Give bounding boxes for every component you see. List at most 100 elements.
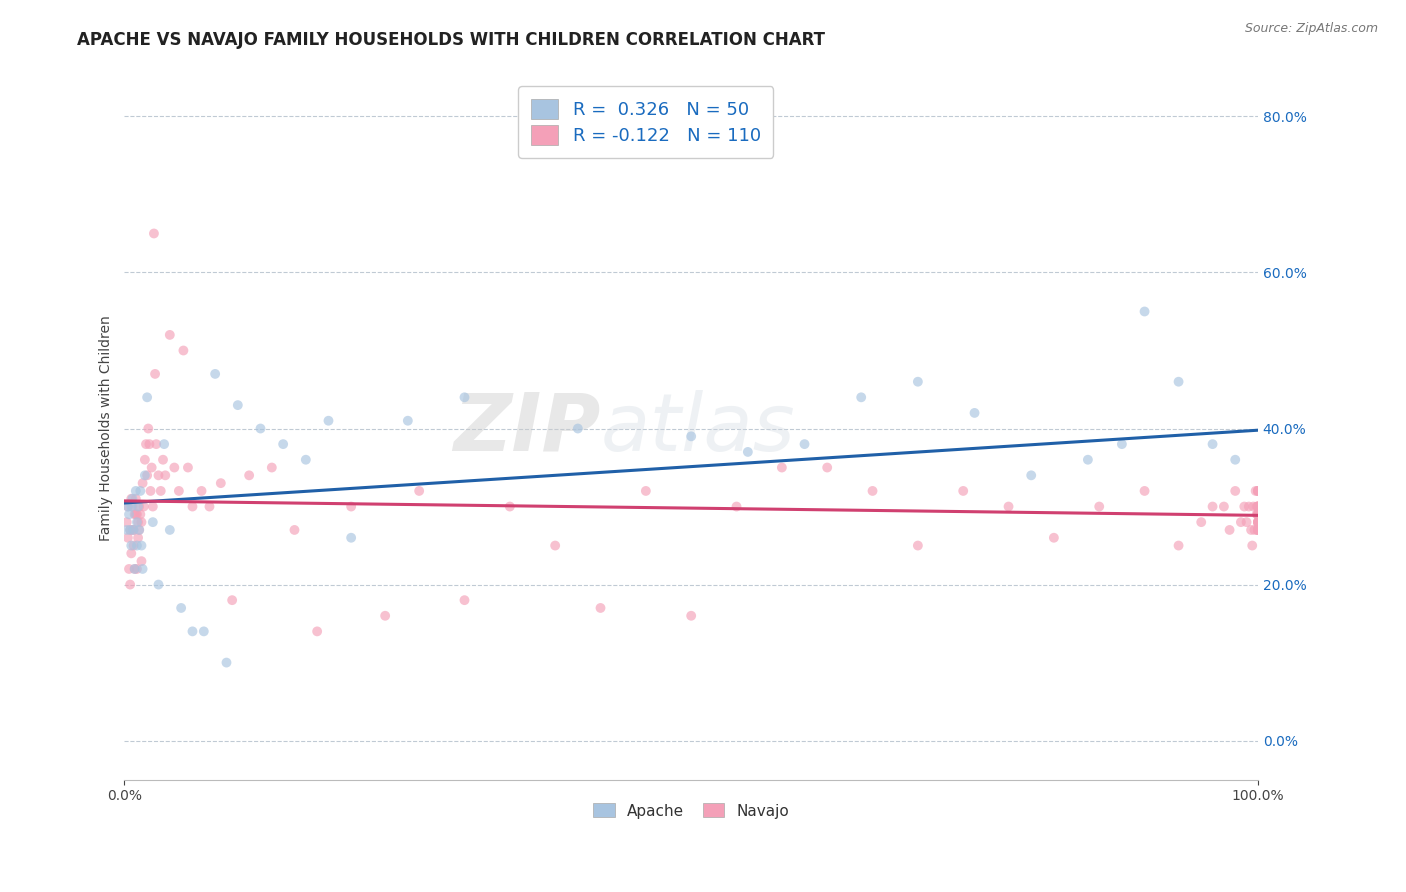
Point [1247, 515, 1270, 529]
Point [1240, 523, 1263, 537]
Point [120, 577, 142, 591]
Point [121, 523, 143, 537]
Point [124, 562, 146, 576]
Point [131, 554, 153, 568]
Point [1246, 508, 1268, 522]
Point [131, 515, 153, 529]
Point [141, 460, 163, 475]
Point [589, 601, 612, 615]
Point [1043, 531, 1066, 545]
Point [1201, 437, 1223, 451]
Point [1247, 500, 1270, 514]
Point [907, 375, 929, 389]
Point [118, 508, 141, 522]
Point [142, 515, 165, 529]
Point [121, 491, 143, 506]
Point [997, 500, 1019, 514]
Point [120, 523, 142, 537]
Point [142, 500, 165, 514]
Point [181, 500, 204, 514]
Point [134, 468, 156, 483]
Point [271, 437, 294, 451]
Point [124, 508, 146, 522]
Point [1243, 523, 1265, 537]
Point [125, 508, 148, 522]
Point [170, 601, 193, 615]
Point [120, 539, 142, 553]
Point [1225, 452, 1247, 467]
Point [862, 483, 884, 498]
Point [1247, 523, 1270, 537]
Point [770, 460, 793, 475]
Point [226, 398, 249, 412]
Point [1241, 500, 1264, 514]
Point [1237, 500, 1260, 514]
Point [172, 343, 194, 358]
Point [131, 539, 153, 553]
Point [125, 539, 148, 553]
Point [124, 562, 146, 576]
Point [149, 483, 172, 498]
Point [340, 531, 363, 545]
Point [127, 515, 149, 529]
Point [148, 468, 170, 483]
Point [1225, 483, 1247, 498]
Point [1247, 483, 1270, 498]
Point [307, 624, 329, 639]
Point [1247, 500, 1270, 514]
Point [125, 508, 148, 522]
Point [851, 390, 873, 404]
Point [499, 500, 522, 514]
Point [128, 523, 150, 537]
Point [1111, 437, 1133, 451]
Point [1167, 375, 1189, 389]
Point [163, 460, 186, 475]
Point [1247, 483, 1270, 498]
Point [1247, 500, 1270, 514]
Point [125, 491, 148, 506]
Point [125, 483, 148, 498]
Point [122, 523, 145, 537]
Point [117, 500, 139, 514]
Legend: Apache, Navajo: Apache, Navajo [588, 797, 794, 824]
Point [115, 515, 138, 529]
Point [963, 406, 986, 420]
Point [143, 367, 166, 381]
Point [138, 437, 160, 451]
Point [249, 421, 271, 435]
Point [737, 445, 759, 459]
Point [125, 515, 148, 529]
Point [120, 500, 142, 514]
Point [1189, 515, 1212, 529]
Point [1236, 515, 1258, 529]
Point [238, 468, 260, 483]
Point [1247, 508, 1270, 522]
Point [209, 476, 232, 491]
Point [1233, 500, 1256, 514]
Point [1244, 483, 1267, 498]
Point [204, 367, 226, 381]
Point [1247, 515, 1270, 529]
Point [1219, 523, 1241, 537]
Point [155, 468, 177, 483]
Point [193, 624, 215, 639]
Point [120, 523, 142, 537]
Point [681, 429, 703, 443]
Point [167, 483, 190, 498]
Point [128, 500, 150, 514]
Point [122, 523, 145, 537]
Point [725, 500, 748, 514]
Text: atlas: atlas [600, 390, 796, 467]
Point [136, 468, 159, 483]
Point [1247, 523, 1270, 537]
Point [634, 483, 657, 498]
Point [453, 593, 475, 607]
Point [129, 508, 152, 522]
Point [139, 483, 162, 498]
Point [1201, 500, 1223, 514]
Point [117, 500, 139, 514]
Point [198, 500, 221, 514]
Point [115, 523, 138, 537]
Point [815, 460, 838, 475]
Point [135, 437, 157, 451]
